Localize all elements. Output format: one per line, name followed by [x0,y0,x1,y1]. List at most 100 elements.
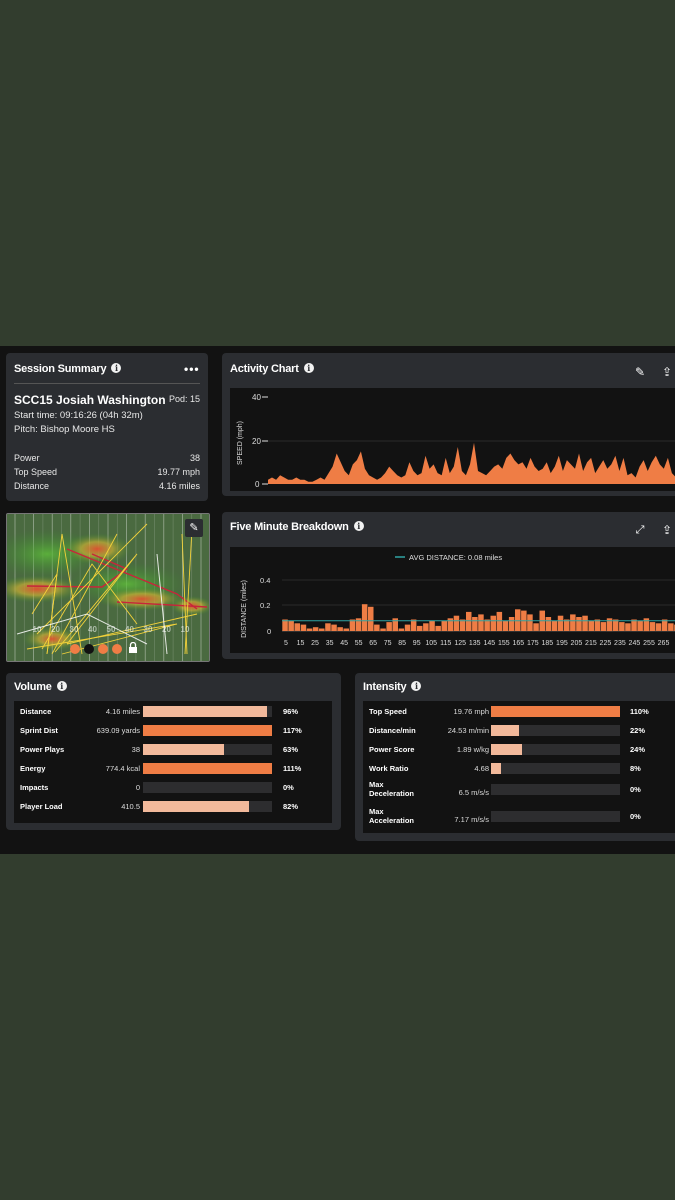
bar[interactable] [588,620,595,631]
bar[interactable] [374,624,380,631]
field-edit-button[interactable]: ✎ [185,519,203,537]
bar[interactable] [631,619,637,632]
bar[interactable] [625,623,631,631]
bar[interactable] [472,617,478,631]
info-icon[interactable]: i [111,363,122,373]
bar[interactable] [668,623,674,631]
bar[interactable] [288,620,294,631]
bar[interactable] [319,628,325,632]
bar[interactable] [380,628,386,632]
info-icon[interactable]: i [303,363,314,373]
metric-label-line: Deceleration [369,789,415,798]
bar[interactable] [282,619,288,632]
metric-label: Power Score [369,745,414,754]
session-summary-panel: Session Summary i ••• SCC15 Josiah Washin… [6,353,208,501]
x-tick-label: 245 [629,640,641,647]
bar[interactable] [325,623,331,631]
bar[interactable] [576,617,582,631]
bar[interactable] [331,624,337,631]
x-tick-label: 225 [600,640,612,647]
player-name: SCC15 Josiah Washington [14,393,166,407]
metric-label-line: Energy [20,764,46,773]
more-menu-icon[interactable]: ••• [184,362,200,376]
bar[interactable] [612,619,619,632]
share-icon[interactable]: ⇪ [661,365,673,379]
bar[interactable] [594,619,601,632]
bar[interactable] [606,618,613,632]
bar[interactable] [453,615,460,631]
bar[interactable] [294,623,301,631]
bar[interactable] [361,604,368,631]
metric-bar [143,744,272,755]
field-number: 40 [125,625,134,634]
bar[interactable] [649,622,656,631]
metric-label-line: Impacts [20,783,49,792]
x-tick-label: 135 [469,640,481,647]
bar-series [282,604,675,632]
dot[interactable] [84,644,94,654]
bar[interactable] [637,620,643,631]
bar[interactable] [306,628,313,632]
lock-icon[interactable] [128,641,138,653]
metric-label-line: Power Score [369,745,415,754]
bar[interactable] [496,611,503,631]
bar[interactable] [386,622,392,631]
bar[interactable] [564,619,570,632]
bar[interactable] [490,615,497,631]
bar[interactable] [484,619,490,632]
bar[interactable] [435,625,441,631]
bar[interactable] [466,611,472,631]
bar[interactable] [527,614,533,631]
bar[interactable] [392,618,399,632]
bar[interactable] [557,615,564,631]
bar[interactable] [515,609,521,631]
bar[interactable] [545,617,552,631]
share-icon[interactable]: ⇪ [661,523,673,537]
bar[interactable] [582,615,588,631]
bar[interactable] [600,622,607,631]
bar[interactable] [355,618,362,632]
bar[interactable] [312,627,319,631]
metric-row: Power Score 1.89 w/kg 24% [363,743,675,762]
bar[interactable] [343,628,350,632]
bar[interactable] [429,620,435,631]
bar[interactable] [398,628,405,632]
bar[interactable] [508,617,515,631]
bar[interactable] [502,620,509,631]
bar[interactable] [661,619,668,632]
dot[interactable] [70,644,80,654]
bar[interactable] [643,618,650,632]
bar[interactable] [423,623,429,631]
metric-label-line: Max [369,780,384,789]
field-numbers: 10 20 30 40 50 40 30 20 10 [33,625,190,634]
bar[interactable] [337,627,343,631]
bar[interactable] [533,623,539,631]
bar[interactable] [368,606,374,631]
info-icon[interactable]: i [353,521,364,531]
bar[interactable] [570,614,576,631]
dot[interactable] [98,644,108,654]
bar[interactable] [441,620,448,631]
bar[interactable] [447,618,454,632]
bar[interactable] [551,620,558,631]
bar[interactable] [404,624,411,631]
dot[interactable] [112,644,122,654]
bar[interactable] [349,619,356,632]
info-icon[interactable]: i [56,681,67,691]
expand-icon[interactable]: ⤢ [635,524,645,536]
bar[interactable] [619,622,625,631]
activity-chart-panel: Activity Chart i ✎ ⇪ SPEED (mph) 40 20 0 [222,353,675,496]
metric-bar-fill [491,706,620,717]
pencil-icon[interactable]: ✎ [634,365,646,379]
bar[interactable] [417,625,423,631]
bar[interactable] [410,619,417,632]
volume-panel: Volume i Distance 4.16 miles 96% Sprint Dist… [6,673,341,830]
bar[interactable] [655,623,662,631]
ytick-label: 0.2 [260,601,270,610]
bar[interactable] [478,614,484,631]
metric-label: Max Deceleration [369,780,414,798]
metric-bar-fill [491,763,502,774]
bar[interactable] [300,624,307,631]
bar[interactable] [459,619,466,632]
info-icon[interactable]: i [411,681,422,691]
